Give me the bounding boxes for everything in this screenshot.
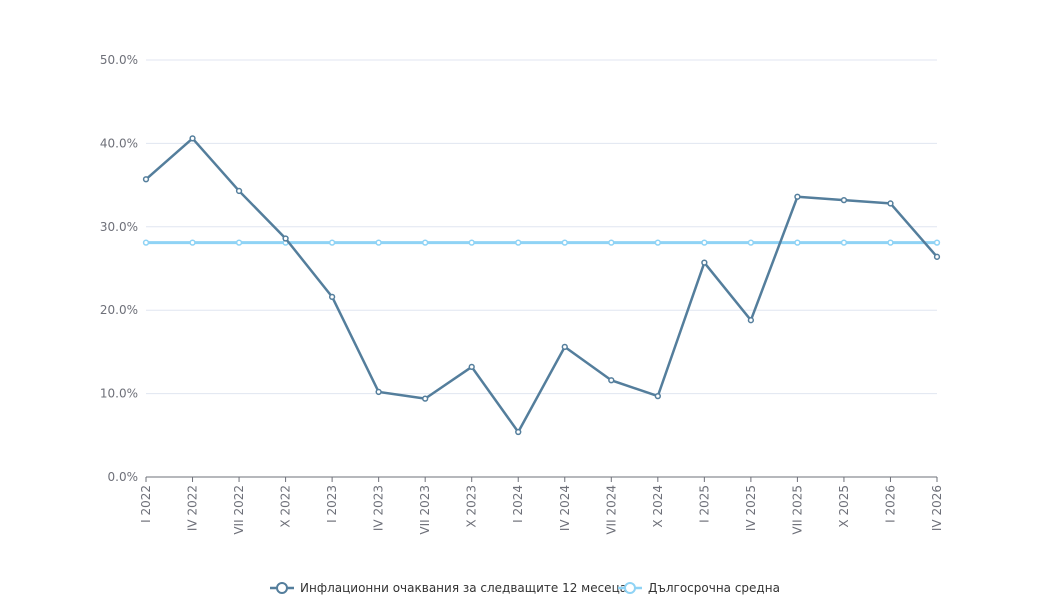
data-point [328, 239, 336, 246]
data-point [142, 176, 150, 183]
x-axis: I 2022 IV 2022 VII 2022 X 2022 I 2023 IV 2023… [139, 476, 944, 535]
x-tick-label: X 2022 [279, 485, 293, 528]
data-point [468, 239, 475, 246]
y-tick-label: 30.0% [100, 220, 138, 234]
x-tick-label: I 2022 [139, 485, 153, 523]
data-point [561, 343, 568, 351]
data-point [422, 239, 429, 246]
x-tick-label: I 2024 [511, 485, 525, 523]
y-tick-label: 10.0% [100, 387, 138, 401]
x-tick-label: IV 2023 [372, 485, 386, 531]
data-point [235, 239, 243, 246]
y-tick-label: 40.0% [100, 136, 138, 150]
data-point [515, 239, 522, 246]
legend-marker [276, 582, 288, 594]
data-point [561, 239, 568, 246]
data-point [328, 293, 336, 301]
data-point [608, 377, 615, 384]
data-point [701, 239, 708, 246]
legend: Инфлационни очаквания за следващите 12 м… [270, 581, 780, 595]
y-tick-label: 0.0% [108, 470, 139, 484]
data-point [189, 239, 196, 246]
x-tick-label: X 2025 [837, 485, 851, 528]
data-point [375, 388, 382, 396]
data-point [887, 200, 894, 207]
y-tick-label: 20.0% [100, 303, 138, 317]
data-point [422, 395, 429, 402]
x-tick-label: IV 2025 [744, 485, 758, 531]
data-point [654, 392, 661, 400]
x-tick-label: IV 2024 [558, 485, 572, 531]
x-tick-label: I 2023 [325, 485, 339, 523]
legend-label: Дългосрочна средна [648, 581, 780, 595]
grid-lines [146, 59, 937, 395]
x-tick-label: X 2024 [651, 485, 665, 528]
x-tick-label: I 2026 [883, 485, 897, 523]
y-tick-label: 50.0% [100, 53, 138, 67]
data-point [933, 239, 941, 246]
data-point [235, 187, 243, 195]
data-point [468, 363, 475, 371]
data-point [747, 317, 755, 324]
x-tick-label: VII 2025 [790, 485, 804, 535]
data-point [282, 235, 289, 242]
series-line [145, 137, 938, 434]
data-point [747, 239, 755, 246]
x-tick-label: IV 2022 [186, 485, 200, 531]
data-point [840, 196, 848, 204]
data-point [189, 135, 196, 142]
data-point [654, 239, 661, 246]
x-tick-label: X 2023 [465, 485, 479, 528]
data-point [142, 239, 150, 246]
data-point [608, 239, 615, 246]
data-point [701, 259, 708, 266]
data-point [375, 239, 382, 246]
x-tick-label: IV 2026 [930, 485, 944, 531]
data-point [794, 239, 801, 246]
x-tick-label: I 2025 [697, 485, 711, 523]
data-point [933, 253, 941, 260]
y-axis-ticks: 0.0% 10.0% 20.0% 30.0% 40.0% 50.0% [100, 53, 138, 484]
data-point [794, 193, 801, 200]
x-tick-label: VII 2022 [232, 485, 246, 535]
data-point [515, 428, 522, 436]
data-point [887, 239, 894, 246]
x-tick-label: VII 2024 [604, 485, 618, 535]
legend-label: Инфлационни очаквания за следващите 12 м… [300, 581, 627, 595]
series-lines [142, 135, 941, 436]
legend-marker [624, 582, 636, 594]
data-point [840, 239, 848, 246]
x-tick-label: VII 2023 [418, 485, 432, 535]
